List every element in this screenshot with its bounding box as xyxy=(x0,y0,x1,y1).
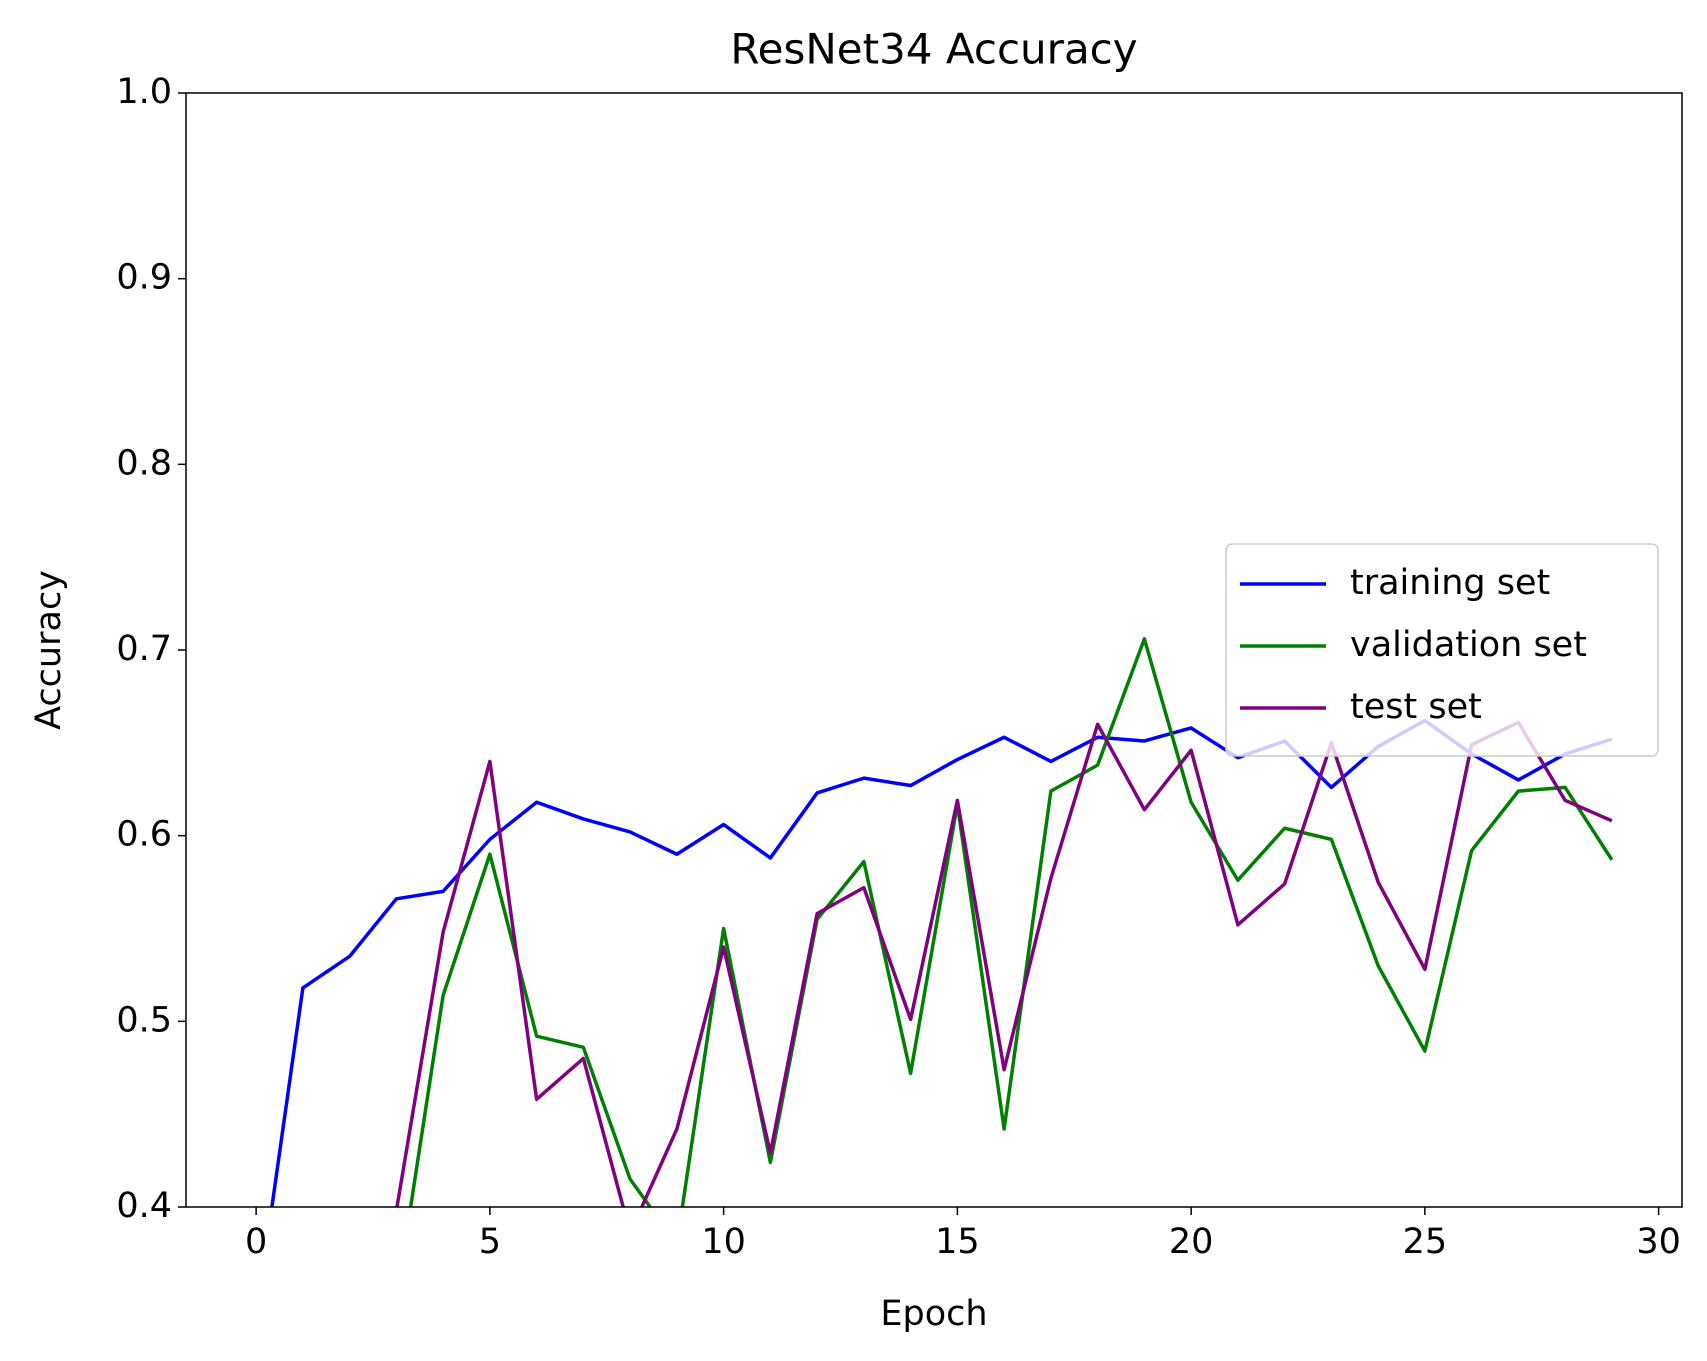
y-tick-label: 0.9 xyxy=(116,258,172,298)
x-tick-label: 0 xyxy=(245,1222,267,1262)
x-tick-label: 25 xyxy=(1403,1222,1448,1262)
plot-frame xyxy=(185,92,1683,1208)
y-tick-label: 0.8 xyxy=(116,443,172,483)
x-tick-label: 5 xyxy=(479,1222,501,1262)
legend-box xyxy=(1225,543,1659,757)
x-tick-label: 15 xyxy=(935,1222,980,1262)
x-tick-label: 20 xyxy=(1169,1222,1214,1262)
x-axis-label: Epoch xyxy=(880,1294,987,1334)
y-tick-label: 1.0 xyxy=(116,72,172,112)
legend-label: test set xyxy=(1350,687,1482,727)
x-tick-label: 30 xyxy=(1636,1222,1681,1262)
legend-label: validation set xyxy=(1350,625,1587,665)
chart-title: ResNet34 Accuracy xyxy=(730,25,1137,74)
y-tick-label: 0.6 xyxy=(116,815,172,855)
data-line xyxy=(395,720,1613,1207)
y-tick-label: 0.4 xyxy=(116,1186,172,1226)
y-tick-label: 0.5 xyxy=(116,1000,172,1040)
data-line xyxy=(408,637,1614,1207)
x-tick-label: 10 xyxy=(701,1222,746,1262)
legend-label: training set xyxy=(1350,563,1550,603)
y-axis-label: Accuracy xyxy=(29,570,69,730)
y-tick-label: 0.7 xyxy=(116,629,172,669)
